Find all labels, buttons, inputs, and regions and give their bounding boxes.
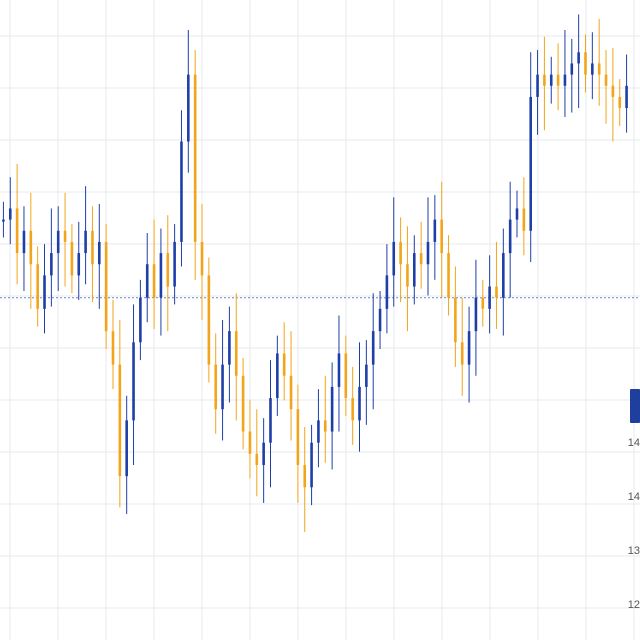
candle-body (584, 52, 587, 75)
candle-body (50, 253, 53, 276)
candle-body (255, 453, 259, 465)
candle-body (460, 342, 464, 365)
candle-body (549, 74, 553, 86)
candle-body (454, 297, 457, 343)
candle-body (214, 364, 218, 410)
candle-body (419, 253, 423, 265)
candle-body (358, 386, 361, 421)
candle-body (543, 74, 546, 86)
candle-body (385, 275, 389, 309)
candle-body (187, 74, 190, 142)
candle-body (84, 230, 87, 254)
candle-body (570, 63, 574, 75)
candle-body (337, 353, 341, 387)
candle-body (43, 275, 46, 309)
candle-body (166, 253, 170, 287)
candle-body (118, 364, 122, 477)
candle-body (132, 342, 135, 421)
candle-body (262, 442, 265, 465)
candle-body (344, 353, 348, 399)
candle-body (56, 230, 60, 254)
candle-body (488, 286, 491, 309)
candle-body (522, 208, 526, 231)
candle-body (330, 386, 334, 432)
candle-body (97, 241, 101, 265)
candle-body (2, 219, 5, 222)
candle-body (604, 74, 608, 86)
candle-body (508, 219, 512, 254)
candle-body (502, 253, 505, 298)
candle-body (111, 331, 115, 365)
candle-body (536, 74, 539, 97)
candle-body (282, 353, 286, 376)
candle-body (289, 375, 293, 410)
candle-body (125, 420, 128, 477)
candle-body (145, 264, 149, 298)
candle-body (91, 230, 94, 265)
candle-body (323, 420, 327, 432)
candle-body (152, 264, 156, 298)
candle-body (269, 398, 272, 443)
candle-body (77, 253, 81, 276)
candle-body (241, 375, 245, 432)
candle-body (467, 331, 471, 365)
candle-body (36, 264, 39, 309)
candle-body (371, 331, 375, 365)
candle-body (556, 74, 560, 86)
candle-body (625, 85, 628, 109)
current-price-tag (630, 389, 640, 423)
candle-body (406, 264, 409, 287)
y-tick-label: 13 (627, 545, 640, 557)
y-tick-label: 12 (627, 599, 640, 611)
candle-body (317, 420, 320, 443)
candle-body (29, 230, 33, 265)
candle-body (412, 253, 416, 287)
candle-body (591, 63, 594, 75)
candle-body (563, 74, 567, 86)
candle-body (310, 442, 313, 488)
y-tick-label: 14 (627, 437, 640, 449)
candle-body (515, 208, 519, 220)
candle-body (618, 96, 622, 109)
candle-body (365, 364, 368, 387)
candle-body (193, 74, 197, 242)
candle-body (495, 286, 498, 298)
candle-body (474, 297, 478, 332)
candle-body (296, 409, 300, 465)
candle-body (70, 241, 74, 276)
candle-body (15, 208, 19, 254)
candle-body (529, 96, 533, 231)
candle-body (221, 364, 224, 410)
candle-body (180, 141, 183, 242)
candle-body (104, 241, 108, 332)
candle-body (392, 241, 396, 276)
candle-body (351, 398, 354, 421)
candle-body (22, 230, 26, 254)
candle-body (597, 63, 601, 75)
candle-body (433, 219, 437, 242)
candle-body (426, 241, 430, 265)
candle-body (248, 431, 252, 454)
candle-body (200, 241, 204, 276)
candle-body (611, 85, 615, 97)
candle-body (440, 219, 443, 254)
candle-body (173, 241, 176, 287)
candle-body (8, 208, 12, 220)
candle-series (2, 14, 628, 532)
candle-body (234, 331, 238, 376)
candle-body (577, 52, 580, 64)
candle-body (276, 353, 279, 399)
candle-body (228, 331, 231, 365)
candle-body (447, 253, 450, 298)
candle-body (399, 241, 402, 265)
candle-body (139, 297, 142, 343)
candle-body (378, 308, 382, 332)
y-tick-label: 14 (627, 491, 640, 503)
candle-body (63, 230, 67, 242)
candle-body (303, 465, 307, 488)
candle-body (207, 275, 211, 365)
candle-body (159, 253, 163, 298)
candle-body (481, 297, 485, 309)
